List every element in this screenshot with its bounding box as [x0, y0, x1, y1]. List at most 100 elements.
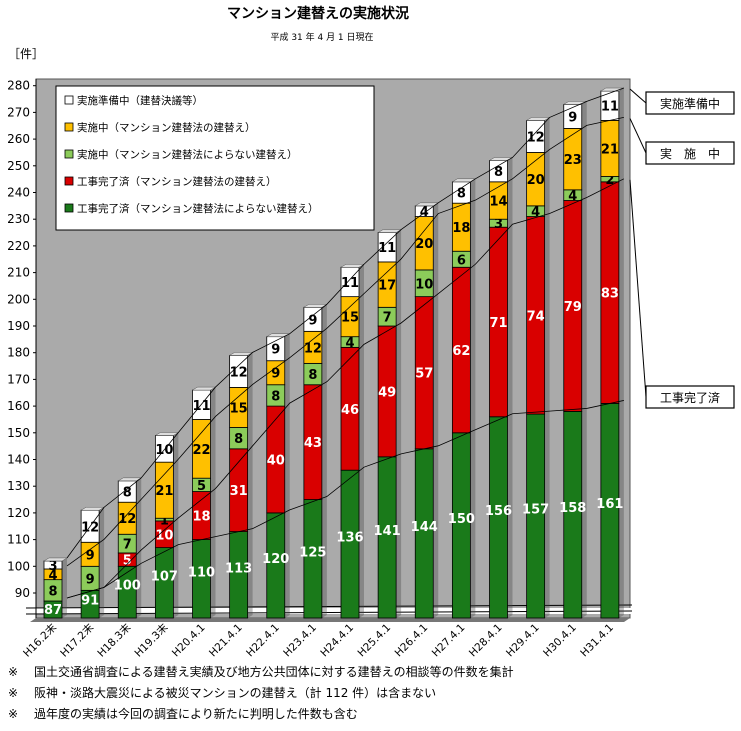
data-label: 62 — [452, 344, 470, 359]
bar-side — [396, 453, 402, 618]
y-tick-label: 230 — [7, 212, 30, 226]
data-label: 21 — [155, 484, 173, 499]
data-label: 43 — [304, 436, 322, 451]
data-label: 46 — [341, 403, 359, 418]
y-tick-label: 130 — [7, 479, 30, 493]
bar-side — [136, 499, 142, 535]
legend-label: 実施準備中（建替決議等） — [77, 94, 203, 107]
footnote-mark: ※ — [8, 665, 19, 679]
data-label: 17 — [378, 279, 396, 294]
legend-swatch — [64, 203, 74, 213]
footnote-mark: ※ — [8, 707, 19, 721]
bar-side — [581, 197, 587, 412]
bar-side — [581, 186, 587, 201]
bar-side — [507, 224, 513, 417]
bar-side — [284, 381, 290, 407]
y-tick-label: 100 — [7, 559, 30, 573]
bar-side — [99, 507, 105, 543]
data-label: 9 — [271, 343, 280, 358]
data-label: 10 — [155, 443, 173, 458]
y-tick-label: 160 — [7, 399, 30, 413]
bar-side — [581, 125, 587, 190]
axis-break — [26, 608, 632, 614]
footnote-mark: ※ — [8, 686, 19, 700]
data-label: 8 — [123, 486, 132, 501]
x-tick-label: H18.3末 — [95, 621, 134, 660]
data-label: 57 — [415, 367, 433, 382]
bar-side — [210, 416, 216, 479]
y-tick-label: 250 — [7, 159, 30, 173]
legend-label: 工事完了済（マンション建替法の建替え） — [77, 175, 277, 188]
bar-side — [321, 496, 327, 618]
bar-side — [173, 544, 179, 618]
x-tick-label: H23.4.1 — [281, 622, 319, 660]
data-label: 87 — [44, 603, 62, 618]
data-label: 7 — [123, 538, 132, 553]
data-label: 4 — [568, 189, 577, 204]
callout-label: 実施準備中 — [660, 96, 720, 111]
bar-side — [173, 459, 179, 519]
bar-side — [396, 258, 402, 308]
bar-side — [433, 213, 439, 270]
data-label: 4 — [531, 205, 540, 220]
bar-side — [544, 213, 550, 415]
x-tick-label: H28.4.1 — [467, 622, 505, 660]
data-label: 144 — [411, 520, 438, 535]
connector-line — [66, 178, 625, 599]
data-label: 21 — [601, 142, 619, 157]
y-axis-label: ［件］ — [8, 47, 44, 61]
data-label: 8 — [457, 187, 466, 202]
data-label: 74 — [527, 309, 545, 324]
data-label: 100 — [114, 579, 141, 594]
bar-side — [321, 328, 327, 364]
y-tick-label: 150 — [7, 426, 30, 440]
footnote-text: 過年度の実績は今回の調査により新たに判明した件数も含む — [34, 707, 358, 721]
y-tick-label: 140 — [7, 453, 30, 467]
callout-label: 工事完了済 — [660, 390, 720, 405]
callout-leader — [629, 179, 647, 398]
connector-line — [66, 117, 624, 567]
bar-side — [470, 264, 476, 433]
data-label: 107 — [151, 569, 178, 584]
data-label: 14 — [489, 195, 507, 210]
data-label: 5 — [123, 554, 132, 569]
bar-side — [581, 408, 587, 618]
y-tick-label: 110 — [7, 533, 30, 547]
x-tick-label: H16.2末 — [20, 621, 59, 660]
bar-side — [62, 565, 67, 580]
bar-side — [284, 403, 290, 513]
chart-title: マンション建替えの実施状況 — [227, 5, 409, 22]
y-tick-label: 120 — [7, 506, 30, 520]
chart-subtitle: 平成 31 年 4 月 1 日現在 — [270, 31, 373, 43]
bar-side — [359, 467, 364, 618]
bar-side — [136, 531, 142, 553]
bar-side — [618, 178, 624, 404]
y-tick-label: 210 — [7, 266, 30, 280]
bar-side — [210, 387, 216, 420]
plot-floor — [30, 618, 630, 622]
bar-side — [544, 117, 550, 153]
data-label: 18 — [452, 221, 470, 236]
legend-swatch — [64, 95, 74, 105]
y-tick-label: 180 — [7, 346, 30, 360]
data-label: 6 — [457, 253, 466, 268]
y-tick-label: 170 — [7, 372, 30, 386]
connector-line — [66, 400, 624, 599]
bar-side — [396, 229, 402, 262]
data-label: 18 — [192, 510, 210, 525]
bar-side — [247, 384, 253, 428]
data-label: 15 — [230, 401, 248, 416]
data-label: 3 — [48, 559, 57, 574]
bar-side — [581, 101, 587, 129]
footnote-1: ※ 国土交通省調査による建替え実績及び地方公共団体に対する建替えの相談等の件数を集… — [8, 663, 514, 680]
bar-side — [470, 248, 476, 268]
bar-side — [136, 563, 142, 618]
bar-side — [359, 344, 364, 471]
y-tick-label: 90 — [15, 586, 30, 600]
bar-side — [544, 411, 550, 618]
data-label: 2 — [605, 173, 614, 188]
bar-side — [99, 587, 105, 618]
bar-side — [247, 528, 253, 618]
legend-box — [55, 85, 375, 231]
data-label: 20 — [527, 173, 545, 188]
